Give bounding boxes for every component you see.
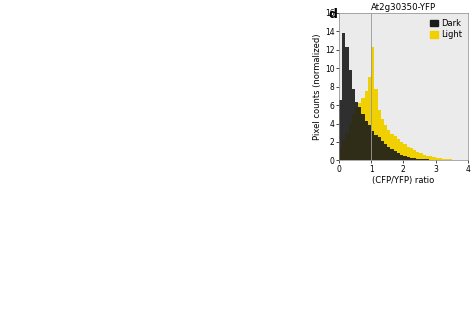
- Bar: [416, 152, 419, 160]
- Bar: [368, 125, 371, 160]
- Bar: [394, 151, 397, 160]
- Bar: [410, 157, 413, 160]
- Bar: [378, 137, 381, 160]
- Bar: [339, 149, 342, 160]
- Bar: [381, 119, 384, 160]
- Bar: [397, 153, 400, 160]
- Bar: [397, 139, 400, 160]
- Bar: [403, 144, 407, 160]
- Bar: [416, 158, 419, 160]
- Bar: [429, 156, 432, 160]
- Bar: [371, 47, 374, 160]
- Bar: [407, 146, 410, 160]
- Bar: [368, 77, 371, 160]
- Title: HYL1-CFP relative to
At2g30350-YFP: HYL1-CFP relative to At2g30350-YFP: [359, 0, 447, 12]
- Bar: [362, 114, 365, 160]
- Bar: [426, 156, 429, 160]
- Bar: [365, 91, 368, 160]
- Bar: [387, 146, 391, 160]
- Bar: [419, 154, 423, 160]
- Bar: [339, 100, 342, 160]
- Bar: [342, 140, 346, 160]
- Bar: [419, 159, 423, 160]
- Bar: [448, 159, 452, 160]
- Bar: [442, 159, 445, 160]
- Bar: [384, 125, 387, 160]
- Bar: [394, 136, 397, 160]
- Bar: [355, 102, 358, 160]
- Bar: [346, 133, 348, 160]
- Bar: [432, 157, 436, 160]
- Bar: [362, 98, 365, 160]
- Bar: [439, 158, 442, 160]
- Bar: [365, 121, 368, 160]
- Bar: [352, 114, 355, 160]
- Bar: [423, 155, 426, 160]
- Bar: [391, 149, 394, 160]
- Bar: [342, 33, 346, 160]
- Bar: [436, 158, 439, 160]
- Bar: [358, 103, 362, 160]
- Bar: [391, 134, 394, 160]
- Bar: [381, 141, 384, 160]
- Bar: [413, 150, 416, 160]
- Y-axis label: Pixel counts (normalized): Pixel counts (normalized): [313, 33, 322, 140]
- Bar: [384, 144, 387, 160]
- Bar: [352, 88, 355, 160]
- Bar: [407, 157, 410, 160]
- Bar: [348, 123, 352, 160]
- Bar: [445, 159, 448, 160]
- Bar: [403, 156, 407, 160]
- Bar: [374, 134, 378, 160]
- Bar: [378, 110, 381, 160]
- Bar: [426, 159, 429, 160]
- Bar: [355, 107, 358, 160]
- Bar: [348, 70, 352, 160]
- Bar: [400, 155, 403, 160]
- Bar: [346, 47, 348, 160]
- Text: d: d: [328, 8, 337, 21]
- Legend: Dark, Light: Dark, Light: [428, 17, 464, 41]
- Bar: [400, 142, 403, 160]
- Bar: [413, 158, 416, 160]
- Bar: [374, 88, 378, 160]
- Bar: [358, 107, 362, 160]
- X-axis label: (CFP/YFP) ratio: (CFP/YFP) ratio: [372, 176, 435, 185]
- Bar: [387, 130, 391, 160]
- Bar: [423, 159, 426, 160]
- Bar: [410, 148, 413, 160]
- Bar: [371, 131, 374, 160]
